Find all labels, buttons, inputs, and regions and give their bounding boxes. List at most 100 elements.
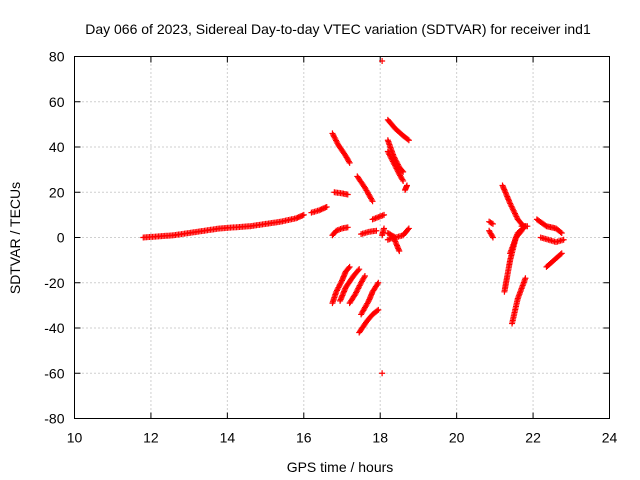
data-point [381,211,388,218]
y-tick-label: -60 [44,365,64,381]
x-tick-label: 24 [602,430,618,446]
data-point [558,250,565,257]
series-arc-24 [486,227,496,241]
x-tick-label: 10 [67,430,83,446]
y-tick-label: 80 [49,49,65,65]
data-point [368,196,375,203]
data-point [345,265,352,272]
data-point [403,182,410,189]
data-point [557,229,564,236]
data-point [346,263,353,270]
series-arc-32 [543,250,565,270]
series-arc-28 [507,223,529,257]
series-arc-17 [384,116,412,144]
series-arc-8 [346,272,368,307]
y-tick-label: 40 [49,139,65,155]
data-point [557,251,564,258]
data-point [374,281,381,288]
data-point [489,233,496,240]
x-tick-labels: 10 12 14 16 18 20 22 24 [67,430,618,446]
plot-frame [74,56,610,419]
data-point [323,203,330,210]
series-arc-13 [369,211,388,223]
chart-title: Day 066 of 2023, Sidereal Day-to-day VTE… [85,21,591,37]
data-point [488,220,495,227]
series-arc-2 [308,203,330,216]
data-point [356,266,363,273]
series-arc-31 [537,234,567,246]
data-point [522,275,529,282]
data-point [560,236,567,243]
data-point [344,224,351,231]
data-point [346,159,353,166]
series-arc-12 [358,227,380,238]
y-tick-label: -20 [44,275,64,291]
data-point [375,279,382,286]
data-point [379,370,386,377]
data-point [375,306,382,313]
y-tick-label: -80 [44,411,64,427]
y-tick-label: 60 [49,94,65,110]
data-point [379,58,386,65]
x-axis-label: GPS time / hours [287,459,394,475]
series-arc-29 [518,223,531,230]
series-arc-25 [499,182,527,230]
series-arc-20 [402,182,410,193]
data-point [361,272,368,279]
data-point [300,211,307,218]
data-point [369,198,376,205]
series-arc-26 [501,227,525,295]
data-point [404,136,411,143]
series-arc-6 [329,263,353,307]
series-arc-16 [379,370,386,377]
data-point [355,267,362,274]
y-tick-label: -40 [44,320,64,336]
data-point [558,229,565,236]
data-point [361,274,368,281]
data-point [489,234,496,241]
series-arc-9 [356,306,382,336]
x-tick-label: 18 [372,430,388,446]
series-arc-27 [509,275,529,327]
data-points [140,58,567,377]
x-tick-label: 14 [220,430,236,446]
x-tick-label: 12 [143,430,159,446]
data-point [524,223,531,230]
data-point [399,176,406,183]
data-point [405,137,412,144]
grid [74,56,610,419]
y-tick-label: 20 [49,184,65,200]
x-tick-label: 20 [449,430,465,446]
data-point [400,168,407,175]
x-tick-label: 22 [525,430,541,446]
series-arc-19 [384,148,407,184]
data-point [489,220,496,227]
series-arc-3 [329,130,353,166]
series-arc-4 [331,189,351,198]
data-point [404,226,411,233]
y-tick-labels: -80 -60 -40 -20 0 20 40 60 80 [44,49,64,427]
data-point [405,225,412,232]
series-arc-10 [358,279,382,318]
x-tick-label: 16 [296,430,312,446]
series-arc-5 [329,224,351,239]
data-point [364,299,371,306]
data-point [345,158,352,165]
series-arc-15 [379,58,386,65]
series-arc-23 [486,218,496,227]
series-arc-22 [384,234,403,255]
data-point [374,307,381,314]
data-point [373,227,380,234]
data-point [396,248,403,255]
data-point [344,191,351,198]
y-tick-label: 0 [57,230,65,246]
series-arc-7 [337,266,363,304]
series-arc-1 [140,211,307,241]
series-arc-11 [354,173,376,205]
y-axis-label: SDTVAR / TECUs [7,182,23,294]
data-point [400,177,407,184]
series-arc-14 [379,225,388,239]
series-arc-30 [533,216,565,236]
data-point [381,225,388,232]
